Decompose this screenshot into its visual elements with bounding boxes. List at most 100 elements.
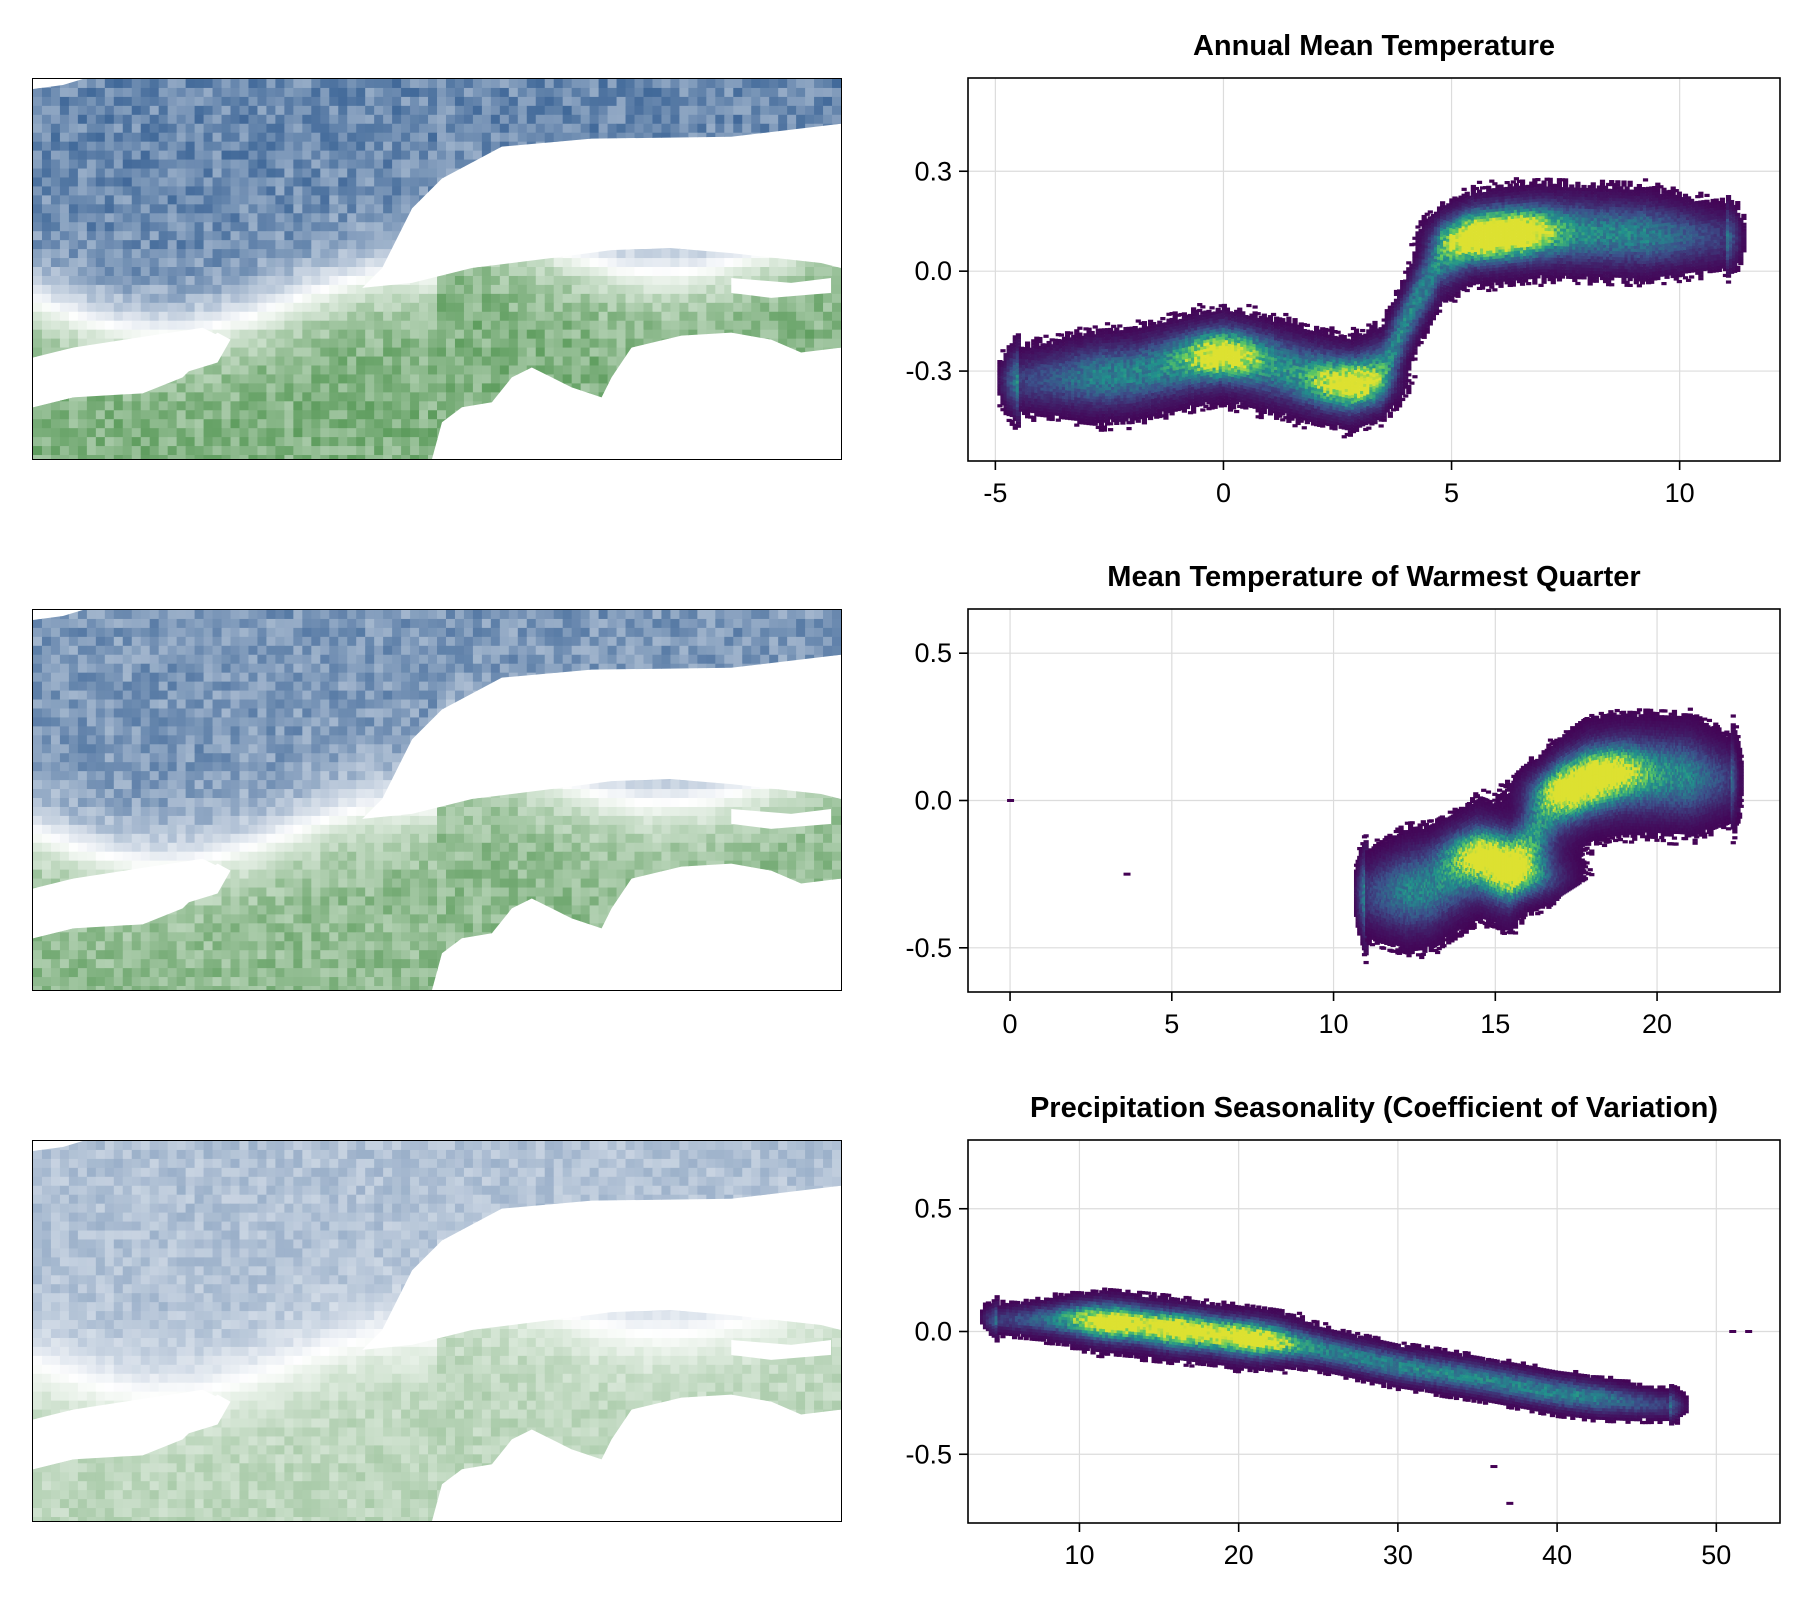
map-cell [221,213,232,223]
map-cell [517,365,528,375]
map-cell [167,123,178,134]
map-cell [275,383,285,393]
map-cell [832,708,841,718]
map-cell [643,114,653,125]
map-cell [544,374,555,384]
map-cell [661,618,671,629]
map-cell [643,419,653,429]
map-cell [625,204,636,214]
map-cell [230,708,240,718]
map-cell [787,222,797,232]
map-cell [293,419,303,429]
map-cell [715,663,725,674]
map-cell [643,96,653,107]
map-cell [266,347,276,358]
map-cell [544,87,555,98]
map-cell [158,419,169,429]
map-cell [50,663,61,674]
map-cell [68,150,79,161]
map-cell [706,356,716,366]
map-cell [113,258,124,268]
map-cell [212,383,223,393]
map-cell [823,681,833,692]
map-cell [284,610,294,620]
map-cell [203,392,214,402]
map-cell [481,105,492,116]
map-cell [338,177,348,187]
map-cell [239,311,249,322]
map-cell [679,410,689,420]
map-cell [760,320,770,331]
map-cell [562,150,573,161]
map-cell [814,311,824,322]
map-cell [814,213,824,223]
map-cell [176,329,187,340]
map-cell [454,258,465,268]
map-cell [77,186,88,196]
map-cell [742,645,752,656]
map-cell [652,392,662,402]
map-cell [472,356,483,366]
map-cell [77,195,88,205]
map-cell [149,284,160,295]
map-cell [823,168,833,178]
map-cell [392,419,402,429]
map-cell [33,87,43,98]
map-cell [787,419,797,429]
map-cell [248,132,258,143]
map-cell [311,690,321,701]
map-cell [68,419,79,429]
map-cell [715,240,725,250]
map-cell [472,618,483,629]
map-cell [419,645,429,656]
map-cell [805,699,815,709]
map-cell [589,410,600,420]
map-cell [50,79,61,89]
map-cell [742,87,752,98]
map-cell [760,446,770,456]
map-cell [248,610,258,620]
map-cell [679,275,689,286]
map-cell [778,114,788,125]
map-cell [463,267,474,277]
map-cell [33,141,43,152]
map-cell [266,132,276,143]
map-cell [167,383,178,393]
map-cell [383,708,393,718]
map-cell [131,159,142,170]
map-cell [823,213,833,223]
map-cell [320,663,330,674]
map-cell [652,455,662,459]
map-cell [607,365,618,375]
map-cell [715,338,725,349]
map-cell [257,293,267,304]
map-cell [454,87,465,98]
map-cell [535,114,546,125]
map-cell [311,329,321,340]
map-cell [652,240,662,250]
map-cell [643,672,653,683]
map-cell [571,654,582,665]
map-cell [311,213,321,223]
map-cell [41,293,52,304]
map-cell [329,79,339,89]
map-cell [571,663,582,674]
map-cell [374,708,384,718]
map-cell [706,267,716,277]
map-cell [419,311,429,322]
map-cell [769,302,779,313]
map-cell [86,645,97,656]
map-cell [751,79,761,89]
map-cell [454,401,465,411]
map-cell [517,428,528,438]
map-cell [796,249,806,259]
map-cell [625,293,636,304]
map-cell [580,105,591,116]
map-cell [832,392,841,402]
map-cell [454,699,465,709]
map-cell [733,446,743,456]
map-cell [814,419,824,429]
map-cell [167,114,178,125]
map-cell [778,123,788,134]
map-cell [239,690,249,701]
